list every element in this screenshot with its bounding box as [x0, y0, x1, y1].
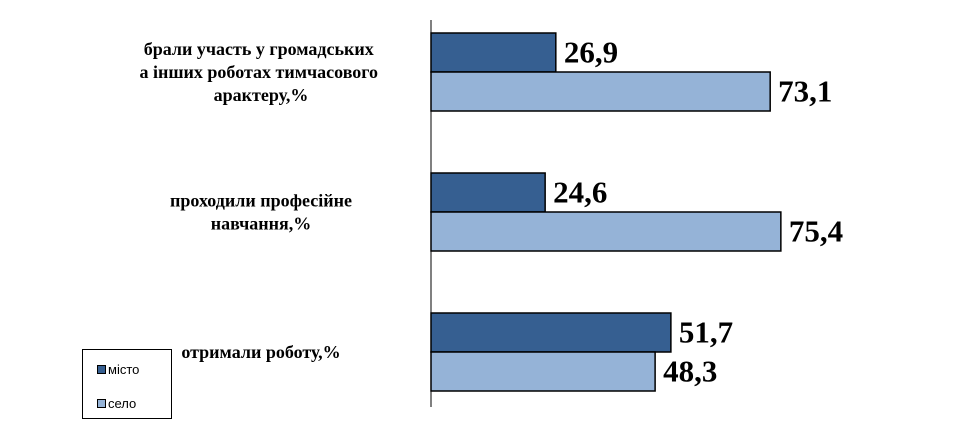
bar-selo	[430, 71, 771, 112]
category-label: проходили професійне навчання,%	[170, 191, 352, 234]
data-label: 75,4	[789, 214, 843, 249]
legend-item-misto: місто	[97, 362, 139, 377]
category-label: отримали роботу,%	[181, 342, 340, 362]
legend-label-selo: село	[108, 396, 137, 411]
category-label: брали участь у громадських а інших робот…	[139, 39, 382, 105]
data-label: 51,7	[679, 315, 733, 350]
legend-swatch-misto	[97, 365, 106, 374]
legend-item-selo: село	[97, 396, 136, 411]
bar-selo	[430, 351, 656, 392]
legend-label-misto: місто	[108, 362, 140, 377]
bar-misto	[430, 32, 557, 73]
bar-selo	[430, 211, 782, 252]
data-label: 26,9	[564, 35, 618, 70]
data-label: 24,6	[553, 175, 607, 210]
bar-misto	[430, 312, 672, 353]
legend: місто село	[82, 349, 172, 419]
data-label: 48,3	[663, 354, 717, 389]
data-label: 73,1	[778, 74, 832, 109]
legend-swatch-selo	[97, 399, 106, 408]
bar-misto	[430, 172, 546, 213]
